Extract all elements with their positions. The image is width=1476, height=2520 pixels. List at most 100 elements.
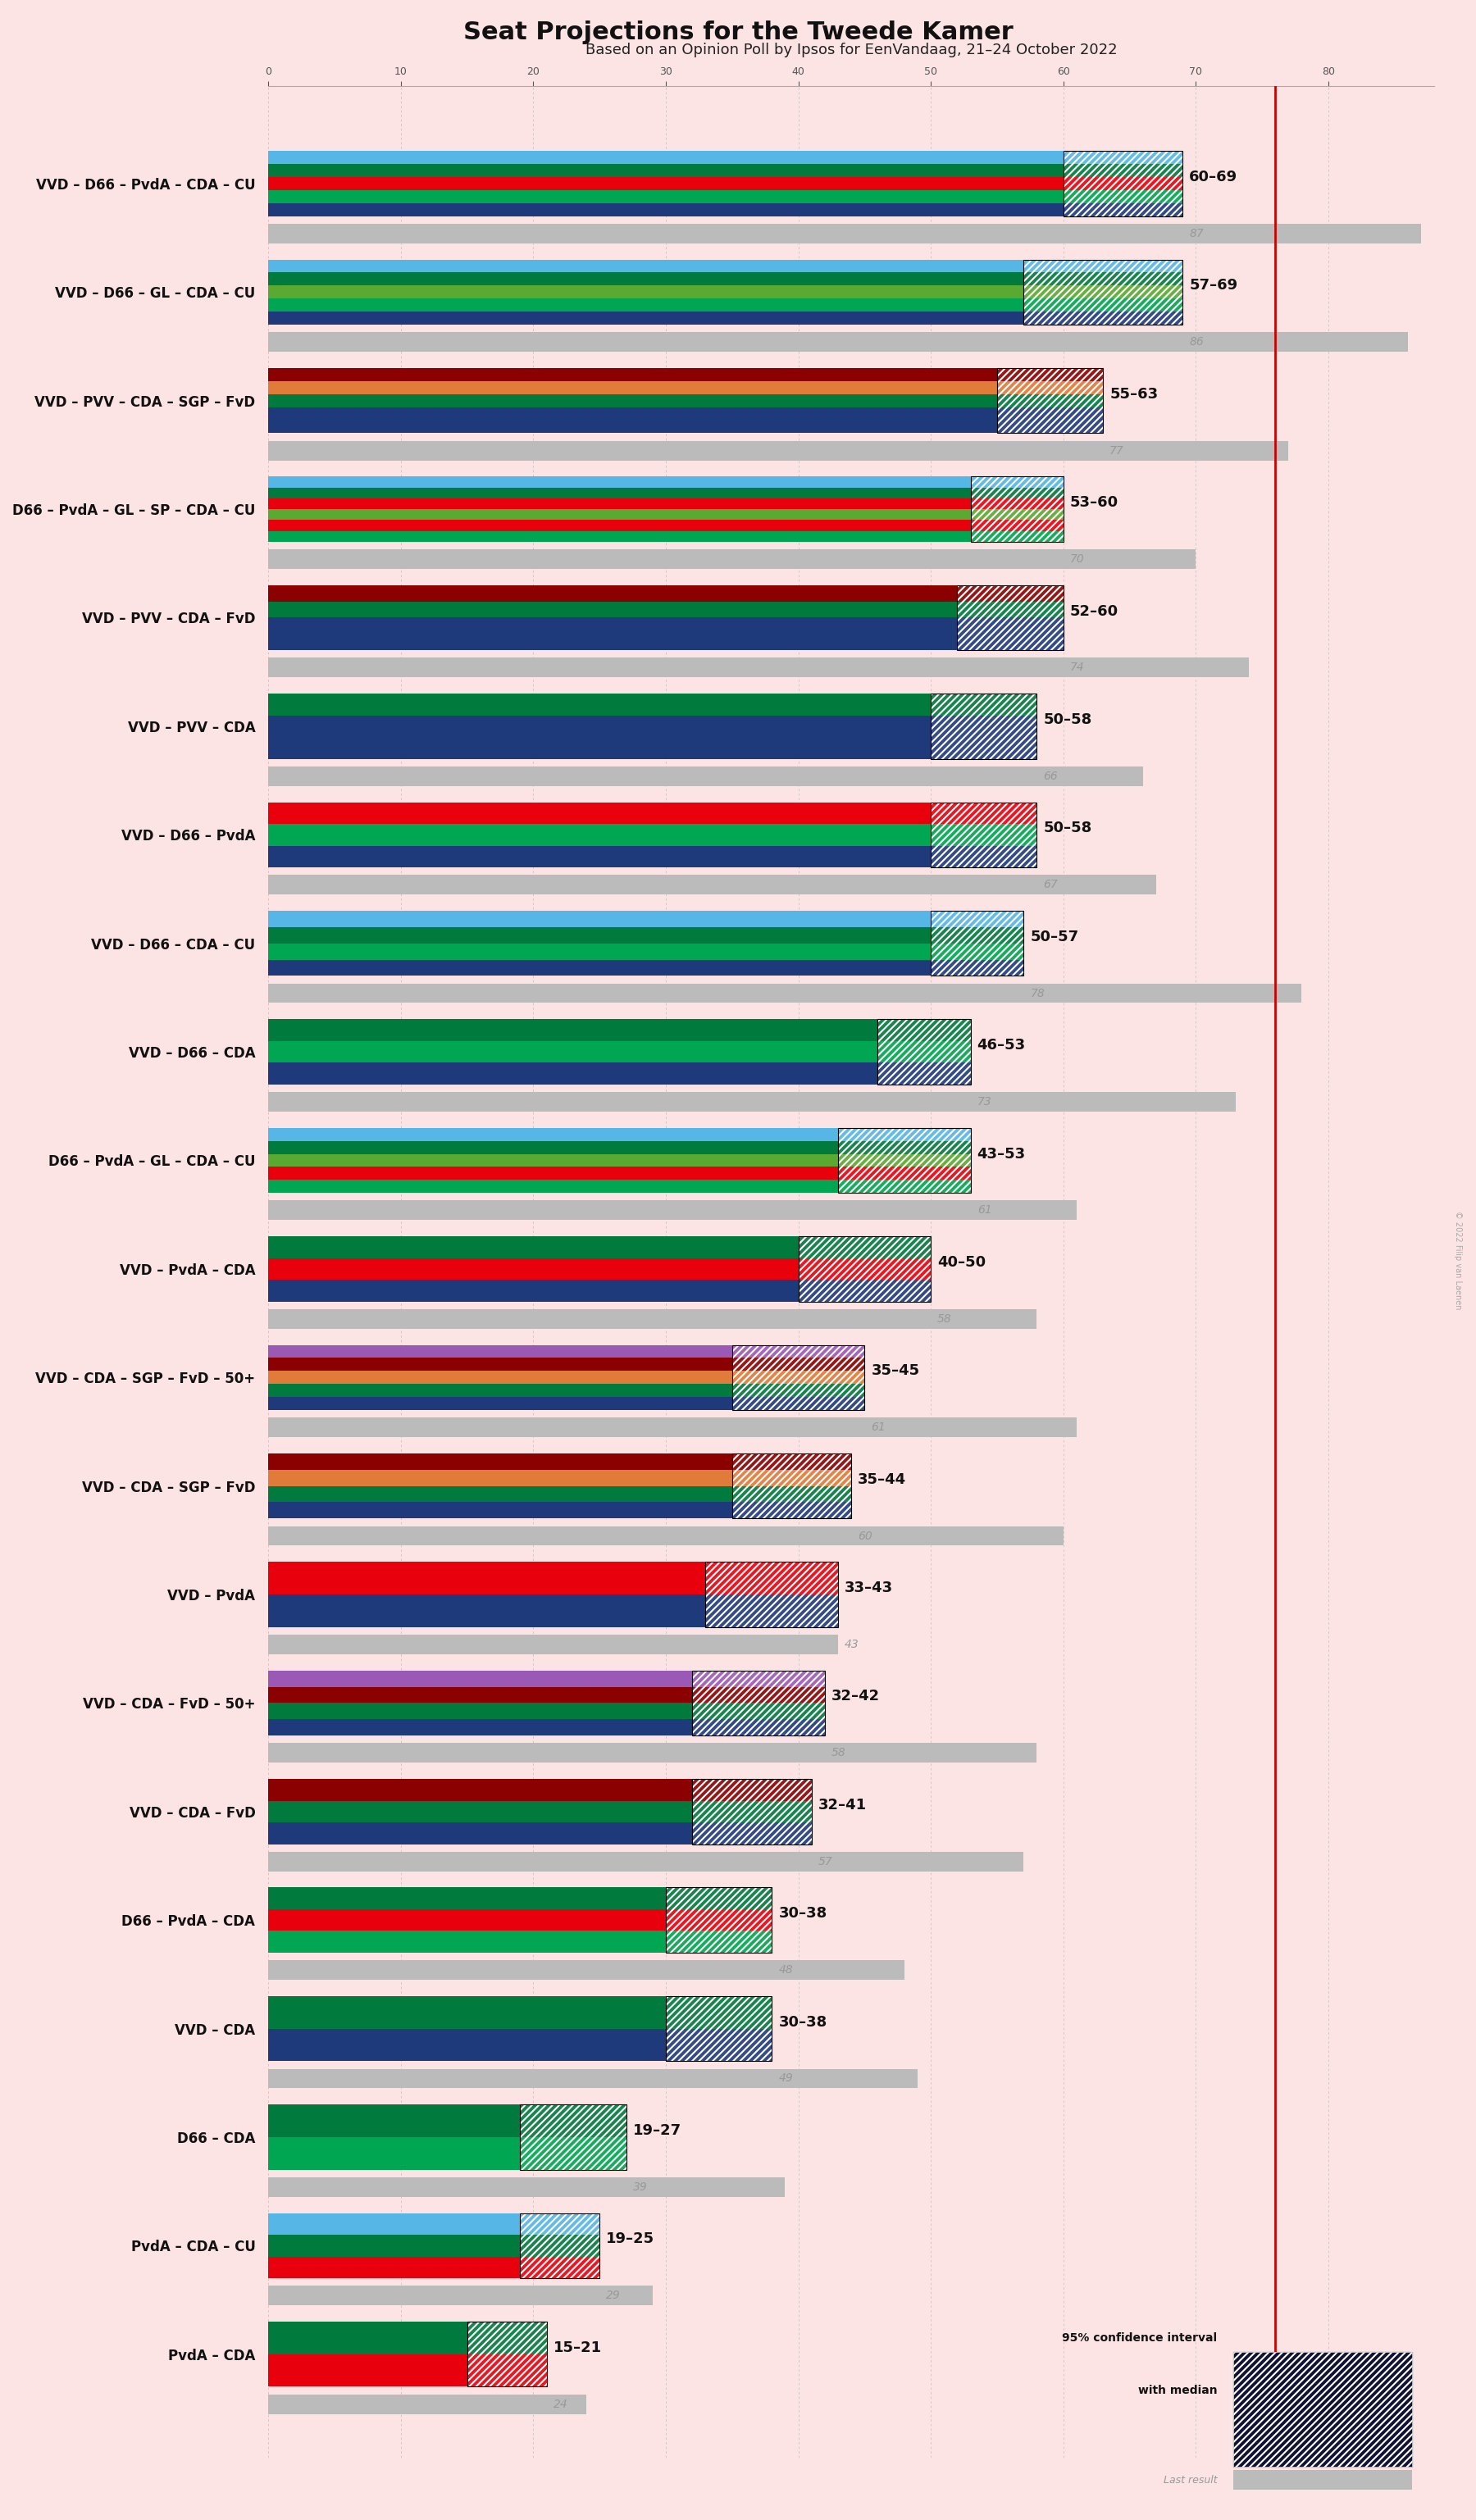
Bar <box>269 421 996 433</box>
Bar <box>931 910 1023 975</box>
Bar <box>269 1562 706 1595</box>
Bar <box>520 2104 626 2170</box>
Bar <box>269 602 958 617</box>
Bar <box>838 1129 971 1192</box>
Text: 67: 67 <box>1044 879 1058 890</box>
Bar <box>732 1396 865 1411</box>
Bar <box>732 1502 852 1520</box>
Bar <box>269 960 931 975</box>
Bar <box>732 1346 865 1411</box>
Text: 60–69: 60–69 <box>1190 169 1237 184</box>
Bar <box>666 1887 772 1953</box>
Bar <box>269 1527 1063 1545</box>
Bar <box>269 1346 732 1358</box>
Bar <box>666 1910 772 1930</box>
Bar <box>799 1280 931 1300</box>
Bar <box>269 617 958 635</box>
Bar <box>1023 260 1182 272</box>
Bar <box>269 1719 692 1736</box>
Text: 29: 29 <box>607 2291 621 2301</box>
Bar <box>996 408 1103 421</box>
Bar <box>269 983 1302 1003</box>
Text: 58: 58 <box>937 1313 952 1326</box>
Bar <box>520 2255 599 2278</box>
Text: 77: 77 <box>1110 446 1125 456</box>
Bar <box>732 1454 852 1520</box>
Bar <box>706 1562 838 1595</box>
Bar <box>269 297 1023 312</box>
Bar <box>466 2321 546 2386</box>
Bar <box>269 1154 838 1167</box>
Bar <box>692 1779 812 1845</box>
Bar <box>931 927 1023 942</box>
Text: 61: 61 <box>871 1421 886 1434</box>
Bar <box>958 585 1063 602</box>
Bar <box>269 1371 732 1383</box>
Bar <box>931 693 1036 716</box>
Bar <box>269 1129 838 1142</box>
Bar <box>1023 272 1182 285</box>
Bar <box>520 2104 626 2137</box>
Bar <box>269 1454 732 1469</box>
Bar <box>269 801 931 824</box>
Bar <box>931 693 1036 759</box>
Bar <box>520 2235 599 2255</box>
Bar <box>971 476 1063 542</box>
Bar <box>269 2029 666 2061</box>
Bar <box>1063 151 1182 217</box>
Bar <box>269 1091 1235 1111</box>
Bar <box>269 2069 918 2089</box>
Bar <box>931 847 1036 867</box>
Text: 50–57: 50–57 <box>1030 930 1079 945</box>
Bar <box>971 532 1063 542</box>
Bar <box>269 1063 878 1084</box>
Text: 57: 57 <box>818 1855 832 1867</box>
Bar <box>732 1346 865 1411</box>
Bar <box>269 1595 706 1628</box>
Bar <box>269 847 931 867</box>
Bar <box>269 2235 520 2255</box>
Bar <box>958 635 1063 650</box>
Title: Based on an Opinion Poll by Ipsos for EenVandaag, 21–24 October 2022: Based on an Opinion Poll by Ipsos for Ee… <box>586 43 1117 58</box>
Bar <box>269 1686 692 1704</box>
Bar <box>269 1018 878 1041</box>
Bar <box>1063 151 1182 217</box>
Text: © 2022 Filip van Laenen: © 2022 Filip van Laenen <box>1454 1210 1463 1310</box>
Bar <box>269 176 1063 189</box>
Bar <box>269 272 1023 285</box>
Bar <box>269 1635 838 1653</box>
Bar <box>269 1704 692 1719</box>
Bar <box>269 1142 838 1154</box>
Bar <box>269 204 1063 217</box>
Bar <box>269 2286 652 2306</box>
Bar <box>520 2104 626 2170</box>
Bar <box>269 333 1408 353</box>
Bar <box>269 1419 1076 1436</box>
Text: 95% confidence interval: 95% confidence interval <box>1063 2334 1218 2344</box>
Bar <box>269 766 1142 786</box>
Bar <box>269 1502 732 1520</box>
Bar <box>269 393 996 408</box>
Bar <box>838 1154 971 1167</box>
Text: 39: 39 <box>633 2182 648 2192</box>
Bar <box>269 910 931 927</box>
Bar <box>1063 204 1182 217</box>
Bar <box>269 312 1023 325</box>
Bar <box>931 801 1036 867</box>
Text: 43–53: 43–53 <box>977 1147 1026 1162</box>
Bar <box>838 1167 971 1179</box>
Bar <box>732 1346 865 1358</box>
Text: 32–41: 32–41 <box>818 1797 866 1812</box>
Bar <box>269 189 1063 204</box>
Bar <box>1232 2470 1413 2490</box>
Text: 66: 66 <box>1044 771 1058 781</box>
Bar <box>666 1996 772 2061</box>
Bar <box>706 1562 838 1628</box>
Bar <box>1063 151 1182 164</box>
Bar <box>666 1887 772 1910</box>
Bar <box>269 1910 666 1930</box>
Bar <box>958 602 1063 617</box>
Text: 33–43: 33–43 <box>844 1580 893 1595</box>
Text: 30–38: 30–38 <box>778 2013 827 2029</box>
Bar <box>269 927 931 942</box>
